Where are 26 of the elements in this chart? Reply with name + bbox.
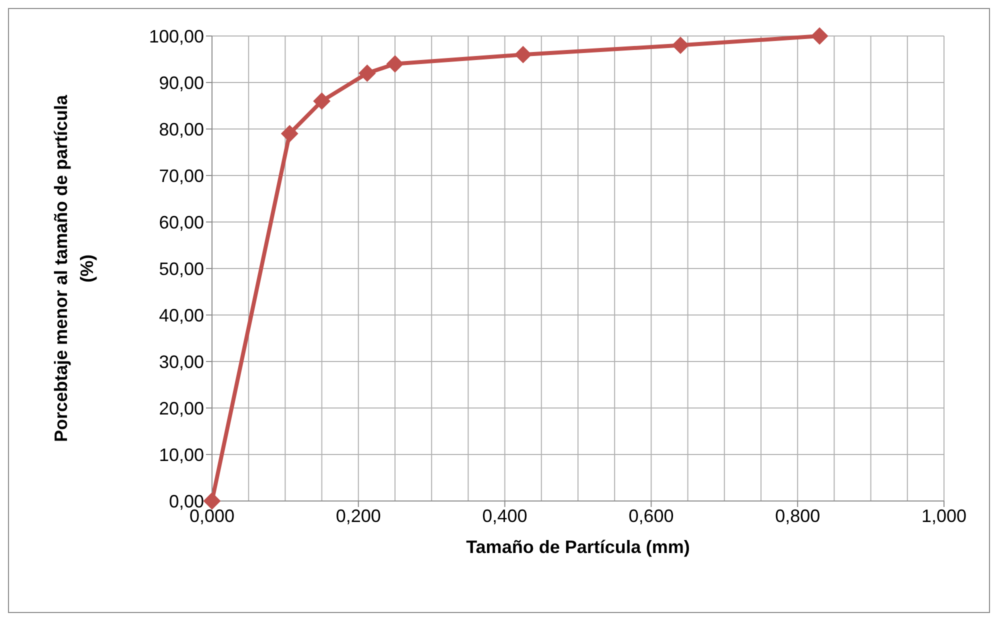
point (281, 125, 298, 142)
y-tick-label: 0,00 (168, 491, 204, 512)
point (672, 36, 689, 54)
y-tick-label: 10,00 (158, 444, 204, 465)
y-tick-label: 80,00 (158, 119, 204, 140)
y-tick-label: 60,00 (158, 212, 204, 232)
x-tick-label: 0,200 (336, 506, 381, 526)
point (386, 55, 404, 72)
point (514, 46, 532, 64)
y-tick-label: 90,00 (158, 72, 204, 93)
y-tick-label: 30,00 (158, 352, 204, 372)
x-tick-label: 0,800 (775, 506, 820, 526)
x-tick-label: 0,400 (482, 506, 528, 526)
point (811, 28, 828, 44)
x-tick-label: 1,000 (921, 506, 967, 526)
y-tick-label: 40,00 (158, 305, 204, 326)
point (204, 492, 220, 510)
y-tick-label: 20,00 (158, 398, 204, 418)
y-axis-title: Porcebtaje menor al tamaño de partícula (%) (51, 94, 97, 442)
x-axis-title: Tamaño de Partícula (mm) (466, 537, 690, 557)
y-tick-label: 50,00 (158, 258, 204, 279)
x-tick-label: 0,600 (628, 506, 674, 526)
point (313, 92, 330, 110)
y-tick-label: 100,00 (148, 26, 204, 46)
point (358, 64, 376, 82)
y-tick-label: 70,00 (158, 166, 204, 186)
